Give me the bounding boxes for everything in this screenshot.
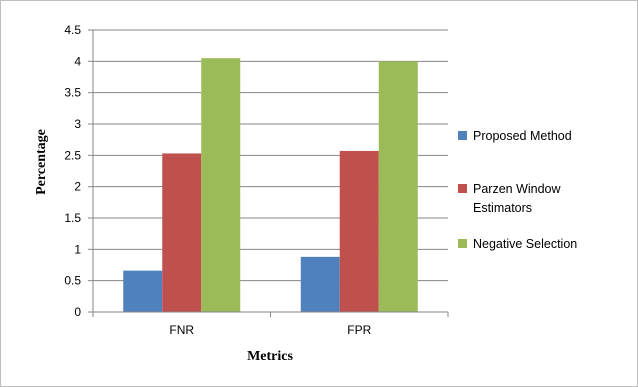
bar [162, 153, 202, 312]
x-tick-label: FPR [347, 323, 371, 337]
y-tick-label: 4.5 [64, 23, 81, 37]
legend-label: Negative Selection [473, 237, 577, 251]
y-tick-label: 1.5 [64, 211, 81, 225]
y-tick-label: 0 [74, 305, 81, 319]
legend: Proposed Method Parzen Window Estimators Ne… [458, 129, 577, 251]
bar [339, 150, 379, 312]
bar [378, 61, 418, 313]
y-tick-label: 1 [74, 242, 81, 256]
bar [123, 270, 163, 312]
bar [201, 58, 241, 313]
axes: 0 0.5 1 1.5 2 2.5 3 3.5 4 4.5 FNR FPR [64, 23, 449, 337]
y-tick-label: 0.5 [64, 274, 81, 288]
y-tick-label: 3.5 [64, 86, 81, 100]
legend-label: Estimators [473, 201, 532, 215]
legend-label: Parzen Window [473, 182, 562, 196]
y-tick-label: 2.5 [64, 148, 81, 162]
x-tick-label: FNR [169, 323, 194, 337]
y-tick-label: 2 [74, 180, 81, 194]
y-axis-title: Percentage [34, 129, 49, 195]
legend-swatch [458, 184, 467, 193]
y-tick-label: 3 [74, 117, 81, 131]
bars [123, 58, 418, 313]
legend-label: Proposed Method [473, 129, 572, 143]
legend-swatch [458, 131, 467, 140]
x-axis-title: Metrics [247, 349, 293, 364]
y-tick-label: 4 [74, 54, 81, 68]
bar [300, 256, 340, 312]
legend-swatch [458, 239, 467, 248]
